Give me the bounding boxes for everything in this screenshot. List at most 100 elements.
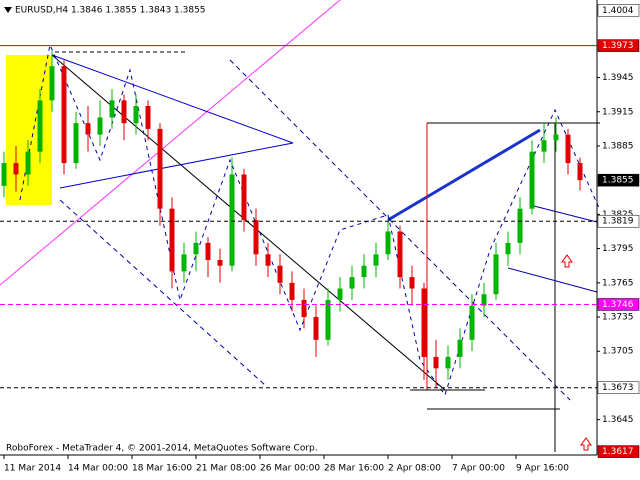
candle-body <box>541 140 547 152</box>
candle-body <box>313 317 319 340</box>
x-tick-label: 28 Mar 16:00 <box>324 464 384 474</box>
y-tick-label: 1.3735 <box>602 313 634 323</box>
candle-body <box>193 242 199 255</box>
candle-body <box>421 288 427 357</box>
x-tick-label: 18 Mar 16:00 <box>132 464 192 474</box>
y-tick-label: 1.3825 <box>602 210 634 220</box>
level-label-box <box>597 173 640 187</box>
chart-title: EURUSD,H4 1.3846 1.3855 1.3843 1.3855 <box>15 6 206 16</box>
candle-body <box>517 208 523 243</box>
level-label-box <box>597 381 640 394</box>
candle-body <box>529 151 535 209</box>
candle-body <box>61 66 67 164</box>
level-label: 1.3819 <box>602 217 634 227</box>
candle-body <box>265 254 271 266</box>
level-label-box <box>597 445 640 458</box>
caption: RoboForex - MetaTrader 4, © 2001-2014, M… <box>6 444 318 454</box>
y-tick-label: 1.3945 <box>602 73 634 83</box>
y-tick-label: 1.3765 <box>602 278 634 288</box>
candle-body <box>157 128 163 209</box>
x-tick-label: 21 Mar 08:00 <box>196 464 256 474</box>
y-tick-label: 1.3795 <box>602 244 634 254</box>
candle-body <box>145 106 151 129</box>
trend-line <box>51 54 446 391</box>
level-label-box <box>597 4 640 17</box>
arrow-icon <box>561 254 573 268</box>
candle-body <box>457 339 463 357</box>
channel-line <box>229 59 571 401</box>
trend-line-bold <box>387 128 541 222</box>
candle-body <box>325 299 331 340</box>
candle-body <box>469 305 475 340</box>
triangle-line <box>59 142 294 189</box>
trend-line <box>507 267 598 293</box>
arrow-icon <box>580 437 592 451</box>
candle-body <box>109 100 115 118</box>
candle-body <box>493 254 499 295</box>
level-label: 1.3617 <box>602 447 634 457</box>
candle-body <box>97 117 103 135</box>
candle-body <box>565 134 571 164</box>
x-tick-label: 26 Mar 00:00 <box>260 464 320 474</box>
candle-body <box>169 208 175 272</box>
candle-body <box>361 265 367 278</box>
wave-line <box>19 43 601 397</box>
triangle-line <box>51 54 294 144</box>
header-icon <box>4 7 12 13</box>
level-label: 1.3855 <box>602 176 634 186</box>
channel-line <box>59 199 266 386</box>
x-tick-label: 7 Apr 00:00 <box>452 464 505 474</box>
candle-body <box>553 134 559 141</box>
candle-body <box>181 254 187 272</box>
candle-body <box>253 220 259 255</box>
candle-body <box>289 282 295 300</box>
candle-body <box>121 100 127 124</box>
level-label-box <box>597 298 640 311</box>
x-tick-label: 11 Mar 2014 <box>4 464 61 474</box>
candle-body <box>385 231 391 255</box>
level-label: 1.4004 <box>602 6 634 16</box>
candle-body <box>337 288 343 300</box>
candle-body <box>73 123 79 164</box>
y-tick-label: 1.3705 <box>602 347 634 357</box>
candle-body <box>433 356 439 369</box>
level-label: 1.3746 <box>602 300 634 310</box>
level-label-box <box>597 39 640 52</box>
candle-body <box>505 242 511 255</box>
candle-body <box>217 260 223 266</box>
candle-body <box>577 163 583 181</box>
y-tick-label: 1.3645 <box>602 415 634 425</box>
level-label: 1.3973 <box>602 41 634 51</box>
x-tick-label: 14 Mar 00:00 <box>68 464 128 474</box>
candle-body <box>37 100 43 152</box>
candle-body <box>133 106 139 124</box>
candle-body <box>373 254 379 266</box>
candle-body <box>241 174 247 221</box>
candle-body <box>85 123 91 135</box>
candle-body <box>49 66 55 101</box>
candle-body <box>349 277 355 289</box>
candle-body <box>277 265 283 283</box>
level-label: 1.3673 <box>602 383 634 393</box>
y-tick-label: 1.3885 <box>602 141 634 151</box>
candle-body <box>481 294 487 306</box>
trend-line <box>529 204 598 223</box>
candle-body <box>205 242 211 260</box>
highlight-box <box>6 55 52 205</box>
level-label-box <box>597 214 640 228</box>
candle-body <box>25 151 31 175</box>
y-tick-label: 1.3915 <box>602 107 634 117</box>
candle-body <box>409 277 415 289</box>
analysis-objects <box>0 0 601 452</box>
x-tick-label: 2 Apr 08:00 <box>388 464 441 474</box>
candle-body <box>445 356 451 369</box>
candle-body <box>1 163 7 186</box>
candle-body <box>301 299 307 318</box>
x-tick-label: 9 Apr 16:00 <box>516 464 569 474</box>
trend-line <box>0 0 341 286</box>
candle-body <box>13 163 19 175</box>
candle-body <box>397 231 403 278</box>
candle-body <box>229 174 235 266</box>
